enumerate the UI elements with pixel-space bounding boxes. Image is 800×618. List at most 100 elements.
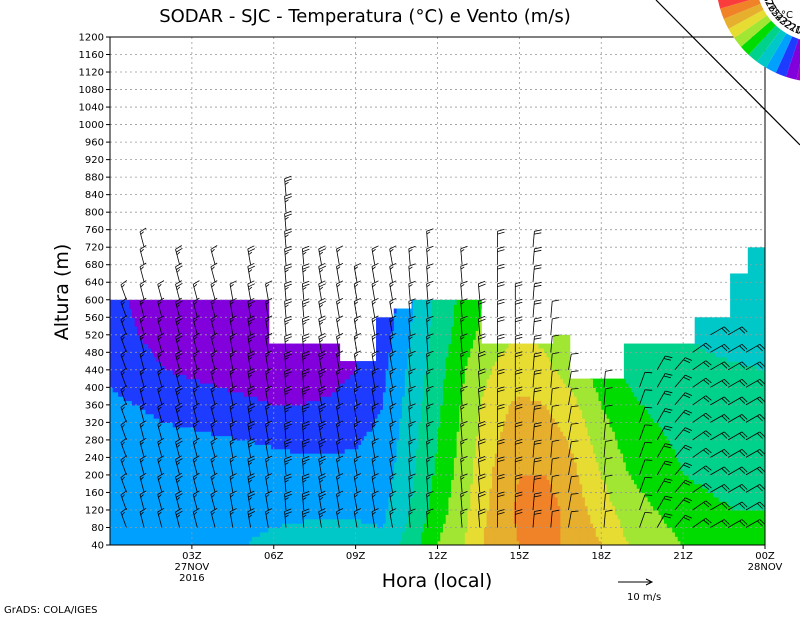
temperature-cell (636, 527, 641, 533)
temperature-cell (745, 531, 750, 537)
temperature-cell (120, 518, 125, 524)
temperature-cell (478, 527, 482, 533)
temperature-cell (110, 540, 114, 545)
temperature-cell (150, 514, 155, 520)
temperature-cell (445, 527, 450, 533)
temperature-cell (614, 531, 619, 537)
temperature-cell (344, 531, 349, 537)
temperature-cell (748, 514, 752, 520)
temperature-cell (516, 527, 520, 533)
temperature-cell (530, 527, 534, 533)
temperature-cell (680, 527, 684, 533)
temperature-cell (530, 514, 534, 520)
temperature-cell (137, 540, 141, 545)
temperature-cell (426, 523, 430, 529)
temperature-cell (194, 536, 198, 542)
temperature-cell (729, 531, 733, 537)
temperature-cell (489, 518, 493, 524)
temperature-cell (494, 518, 499, 524)
temperature-cell (590, 540, 594, 545)
temperature-cell (497, 523, 501, 529)
temperature-cell (249, 518, 253, 524)
temperature-cell (729, 518, 733, 524)
temperature-cell (442, 509, 447, 515)
temperature-cell (213, 518, 218, 524)
temperature-cell (759, 523, 763, 529)
temperature-cell (396, 536, 400, 542)
temperature-cell (737, 523, 742, 529)
temperature-cell (183, 523, 188, 529)
temperature-cell (680, 518, 684, 524)
temperature-cell (339, 514, 343, 520)
temperature-cell (150, 536, 155, 542)
temperature-cell (623, 531, 627, 537)
temperature-cell (631, 523, 635, 529)
temperature-cell (377, 540, 381, 545)
temperature-cell (508, 514, 512, 520)
temperature-cell (219, 536, 223, 542)
temperature-cell (483, 527, 488, 533)
temperature-cell (702, 518, 706, 524)
temperature-cell (522, 527, 526, 533)
temperature-cell (361, 536, 365, 542)
temperature-cell (527, 523, 531, 529)
temperature-cell (582, 531, 586, 537)
temperature-cell (647, 518, 651, 524)
temperature-cell (511, 536, 515, 542)
temperature-cell (355, 531, 359, 537)
temperature-cell (423, 527, 428, 533)
temperature-cell (462, 531, 466, 537)
temperature-cell (623, 527, 627, 533)
temperature-cell (674, 527, 679, 533)
temperature-cell (740, 514, 744, 520)
temperature-cell (674, 514, 679, 520)
temperature-cell (142, 518, 147, 524)
temperature-cell (306, 518, 310, 524)
temperature-cell (341, 527, 346, 533)
temperature-cell (129, 531, 133, 537)
temperature-cell (208, 540, 212, 545)
temperature-cell (284, 518, 288, 524)
temperature-cell (150, 531, 155, 537)
temperature-cell (486, 523, 490, 529)
temperature-cell (745, 514, 750, 520)
temperature-cell (707, 531, 712, 537)
temperature-cell (281, 527, 286, 533)
temperature-cell (579, 536, 583, 542)
temperature-cell (707, 514, 712, 520)
temperature-cell (205, 536, 209, 542)
temperature-cell (194, 514, 198, 520)
temperature-cell (197, 523, 201, 529)
temperature-cell (276, 514, 280, 520)
temperature-cell (612, 536, 616, 542)
temperature-cell (235, 514, 239, 520)
temperature-cell (314, 514, 319, 520)
temperature-cell (486, 518, 490, 524)
temperature-cell (399, 527, 403, 533)
temperature-cell (320, 531, 324, 537)
temperature-cell (219, 540, 223, 545)
temperature-cell (546, 518, 550, 524)
temperature-cell (418, 536, 422, 542)
temperature-cell (115, 523, 119, 529)
temperature-cell (426, 514, 430, 520)
temperature-cell (522, 518, 526, 524)
temperature-cell (713, 514, 717, 520)
temperature-cell (254, 509, 258, 515)
temperature-cell (620, 527, 624, 533)
temperature-cell (235, 518, 239, 524)
temperature-cell (579, 518, 583, 524)
temperature-cell (710, 531, 714, 537)
temperature-cell (126, 531, 130, 537)
temperature-cell (402, 518, 406, 524)
temperature-cell (355, 536, 359, 542)
temperature-cell (221, 523, 226, 529)
temperature-cell (440, 523, 444, 529)
temperature-cell (407, 536, 411, 542)
temperature-cell (235, 540, 239, 545)
temperature-cell (178, 540, 182, 545)
temperature-cell (161, 527, 166, 533)
temperature-cell (511, 540, 515, 545)
temperature-cell (677, 536, 681, 542)
temperature-cell (464, 540, 469, 545)
